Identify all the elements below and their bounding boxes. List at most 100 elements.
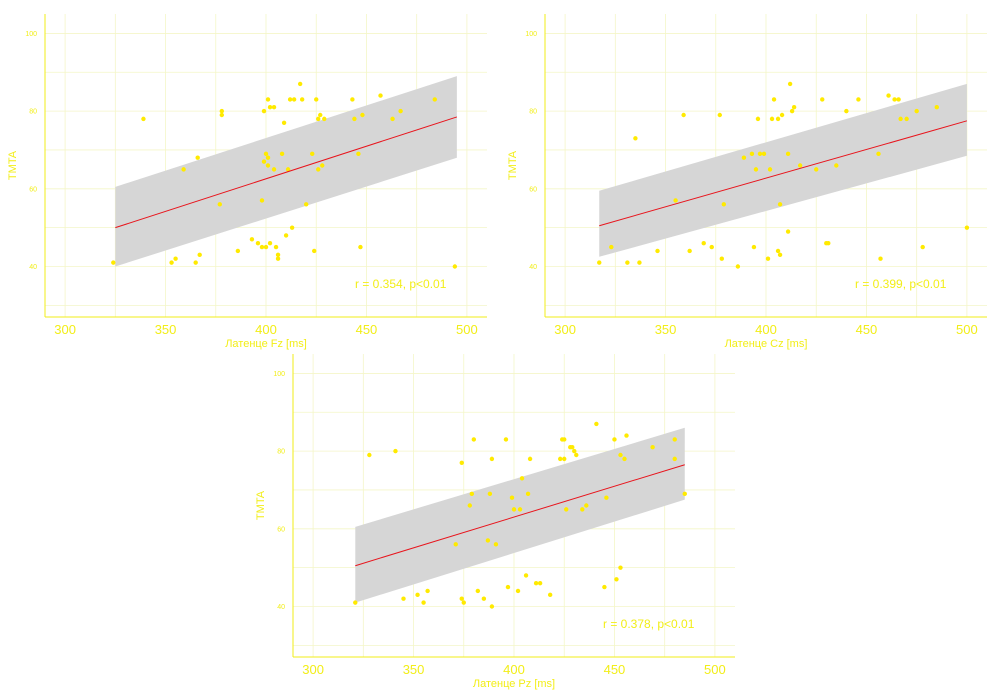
confidence-band [599,83,967,257]
data-point [719,256,724,261]
data-point [785,151,791,157]
data-point [777,252,783,258]
data-point [597,260,602,265]
data-point [878,256,883,261]
data-point [353,600,358,605]
data-point [765,256,771,261]
data-point [721,202,727,207]
data-point [564,507,569,512]
data-point [181,167,186,172]
y-tick-label: 60 [277,526,285,533]
data-point [519,476,525,481]
data-point [398,108,403,114]
data-point [287,97,293,102]
correlation-annotation: r = 0.354, p<0.01 [355,277,447,291]
data-point [297,81,303,87]
data-point [314,97,319,102]
data-point [471,437,477,442]
data-point [356,151,361,157]
data-point [757,151,763,157]
x-tick-label: 350 [155,322,177,337]
data-point [299,97,305,102]
data-point [511,507,517,512]
data-point [467,503,472,508]
scatter-plot-pz: 300 350 400 450 500 40 60 80 100 Латенце Pz [ms] T… [255,354,735,690]
x-tick-label: 450 [356,322,378,337]
regression-line [355,464,685,567]
data-point [574,452,579,458]
data-point [487,491,493,497]
data-point [602,584,607,590]
data-point [785,229,791,234]
y-tick-label: 100 [525,31,537,38]
data-point [633,136,638,141]
data-point [594,421,599,427]
data-point [322,116,327,122]
data-point [618,452,623,458]
data-point [749,151,755,157]
data-point [637,260,642,265]
data-point [741,155,747,160]
x-tick-label: 300 [554,322,576,337]
data-point [283,233,289,238]
data-point [964,225,970,230]
data-point [584,503,589,508]
y-tick-label: 40 [529,264,537,271]
data-point [533,580,539,586]
data-point [558,456,563,462]
data-point [235,248,241,254]
data-point [505,584,511,590]
data-point [562,437,567,442]
data-point [622,456,627,462]
data-point [259,244,265,250]
x-tick-label: 300 [302,662,324,677]
x-tick-label: 400 [503,662,525,677]
data-point [263,151,269,157]
data-point [320,163,325,168]
data-point [289,225,295,230]
x-tick-label: 400 [255,322,277,337]
data-point [378,93,383,98]
data-point [281,120,287,125]
data-point [271,167,277,172]
data-point [779,112,785,118]
data-point [755,116,761,122]
data-point [701,240,706,246]
data-point [459,596,464,601]
data-point [255,240,261,246]
data-point [834,163,839,168]
y-axis-title: TMTA [7,150,19,180]
y-axis-title: TMTA [255,490,267,520]
data-point [775,248,781,254]
data-point [401,596,406,601]
x-tick-label: 350 [655,322,677,337]
data-point [279,151,285,157]
data-point [797,163,803,168]
data-point [844,108,849,114]
data-point [771,97,777,102]
data-point [459,460,464,465]
scatter-plot-cz: 300 350 400 450 500 40 60 80 100 Латенце Cz [ms] T… [507,14,987,350]
data-point [777,202,783,207]
data-point [273,244,279,250]
y-tick-label: 40 [29,264,37,271]
data-point [217,202,222,207]
data-point [503,437,509,442]
data-point [570,445,575,450]
data-point [572,448,577,454]
data-point [876,151,881,157]
y-tick-label: 80 [277,449,285,456]
data-point [655,248,660,254]
y-tick-label: 80 [529,109,537,116]
data-point [469,491,475,497]
chart-cz: 300 350 400 450 500 40 60 80 100 Латенце Cz [ms] T… [500,0,1000,350]
data-point [751,244,757,250]
data-point [886,93,891,98]
y-tick-label: 100 [273,371,285,378]
data-point [769,116,775,122]
data-point [914,108,919,114]
x-tick-label: 300 [54,322,76,337]
data-point [650,445,655,450]
data-point [547,592,553,598]
data-point [352,116,357,122]
